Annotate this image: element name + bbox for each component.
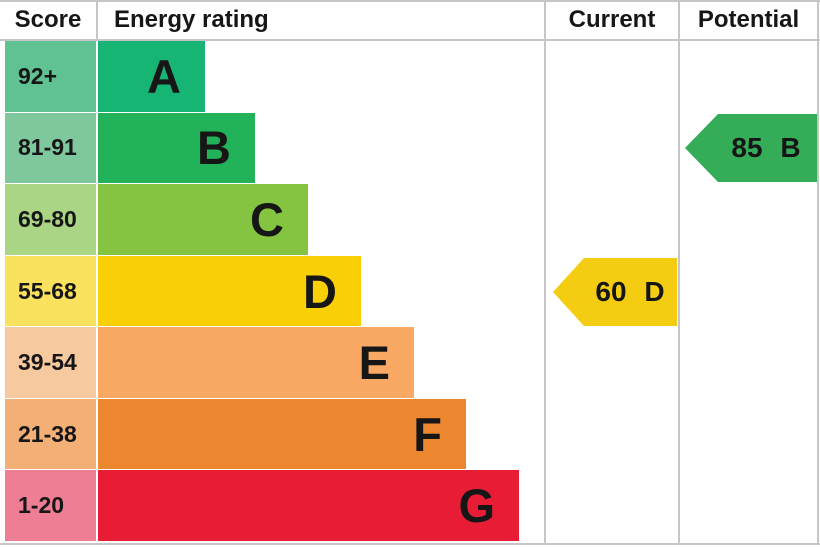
- band-row-a: 92+ A: [0, 41, 546, 113]
- score-range-d: 55-68: [5, 255, 96, 327]
- band-bar-c: C: [98, 184, 308, 255]
- score-range-c: 69-80: [5, 184, 96, 255]
- band-bar-b: B: [98, 112, 255, 184]
- score-column-divider: [96, 0, 98, 39]
- band-row-c: 69-80 C: [0, 184, 546, 256]
- current-rating-label: 60 D: [595, 276, 665, 307]
- band-row-d: 55-68 D: [0, 255, 546, 328]
- potential-rating-arrow: 85 B: [685, 114, 817, 182]
- band-letter-b: B: [197, 121, 231, 175]
- band-letter-a: A: [147, 49, 181, 103]
- band-bar-a: A: [98, 41, 205, 112]
- band-letter-e: E: [358, 336, 390, 390]
- band-row-g: 1-20 G: [0, 470, 546, 542]
- current-column-divider: [544, 0, 546, 545]
- band-bar-f: F: [98, 398, 466, 470]
- band-row-e: 39-54 E: [0, 327, 546, 399]
- potential-column-divider: [678, 0, 680, 545]
- score-range-a: 92+: [5, 41, 96, 112]
- band-row-f: 21-38 F: [0, 398, 546, 471]
- band-letter-d: D: [303, 264, 337, 318]
- score-range-f: 21-38: [5, 398, 96, 470]
- band-rows: 92+ A 81-91 B 69-80 C 55-68 D 39-54: [0, 41, 546, 542]
- band-letter-g: G: [458, 479, 495, 533]
- band-letter-f: F: [413, 407, 442, 461]
- band-bar-e: E: [98, 327, 414, 398]
- header-score: Score: [14, 5, 82, 33]
- potential-rating-label: 85 B: [731, 132, 801, 163]
- bottom-border: [0, 543, 820, 545]
- band-letter-c: C: [250, 192, 284, 246]
- top-border: [0, 0, 820, 2]
- band-row-b: 81-91 B: [0, 112, 546, 185]
- current-rating-arrow: 60 D: [553, 258, 677, 326]
- score-range-e: 39-54: [5, 327, 96, 398]
- score-range-b: 81-91: [5, 112, 96, 184]
- band-bar-d: D: [98, 255, 361, 327]
- right-border: [817, 0, 819, 545]
- header-current: Current: [568, 5, 656, 33]
- header-divider: [0, 39, 820, 41]
- score-range-g: 1-20: [5, 470, 96, 542]
- band-bar-g: G: [98, 470, 519, 542]
- header-potential: Potential: [697, 5, 800, 33]
- header-energy-rating: Energy rating: [114, 5, 269, 33]
